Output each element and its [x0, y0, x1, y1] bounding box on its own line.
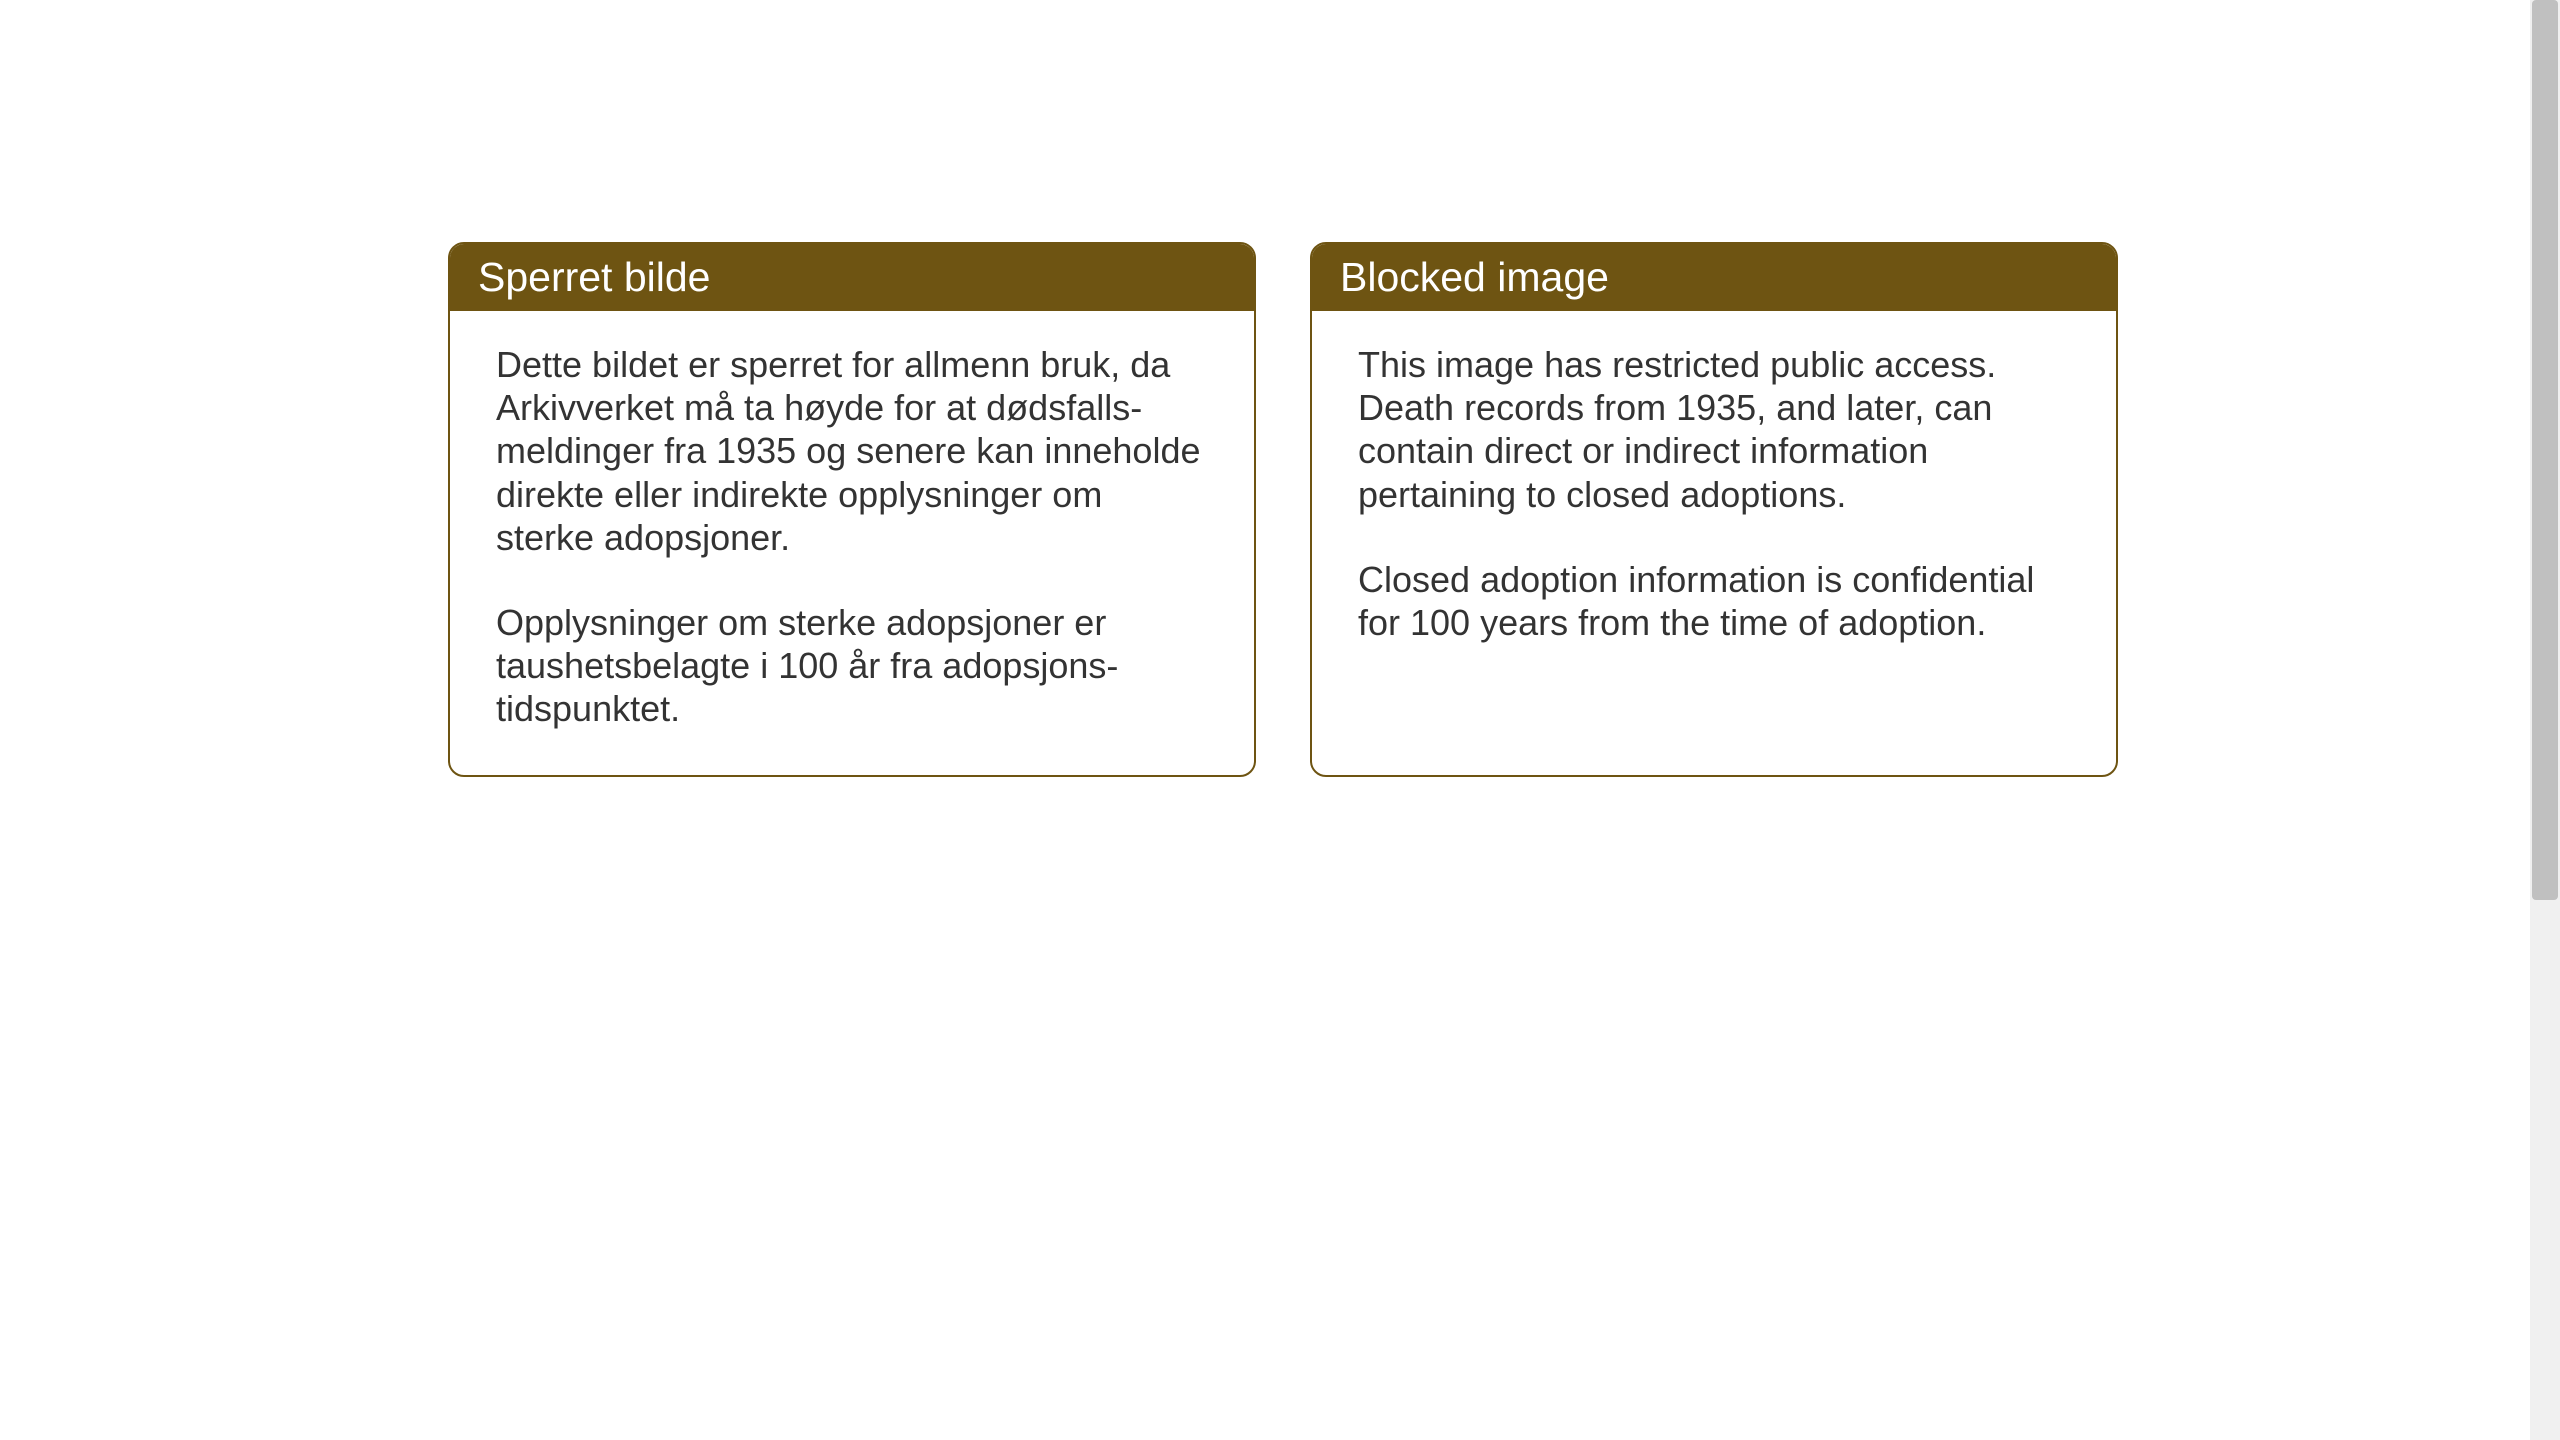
- card-paragraph2-norwegian: Opplysninger om sterke adopsjoner er tau…: [496, 601, 1208, 731]
- card-title-english: Blocked image: [1340, 254, 1609, 300]
- card-paragraph2-english: Closed adoption information is confident…: [1358, 558, 2070, 644]
- card-paragraph1-english: This image has restricted public access.…: [1358, 343, 2070, 516]
- scrollbar-track[interactable]: [2530, 0, 2560, 1440]
- cards-container: Sperret bilde Dette bildet er sperret fo…: [448, 242, 2118, 777]
- card-paragraph1-norwegian: Dette bildet er sperret for allmenn bruk…: [496, 343, 1208, 559]
- card-title-norwegian: Sperret bilde: [478, 254, 710, 300]
- card-header-norwegian: Sperret bilde: [450, 244, 1254, 311]
- card-norwegian: Sperret bilde Dette bildet er sperret fo…: [448, 242, 1256, 777]
- card-header-english: Blocked image: [1312, 244, 2116, 311]
- card-english: Blocked image This image has restricted …: [1310, 242, 2118, 777]
- scrollbar-thumb[interactable]: [2532, 0, 2558, 900]
- card-body-norwegian: Dette bildet er sperret for allmenn bruk…: [450, 311, 1254, 775]
- card-body-english: This image has restricted public access.…: [1312, 311, 2116, 688]
